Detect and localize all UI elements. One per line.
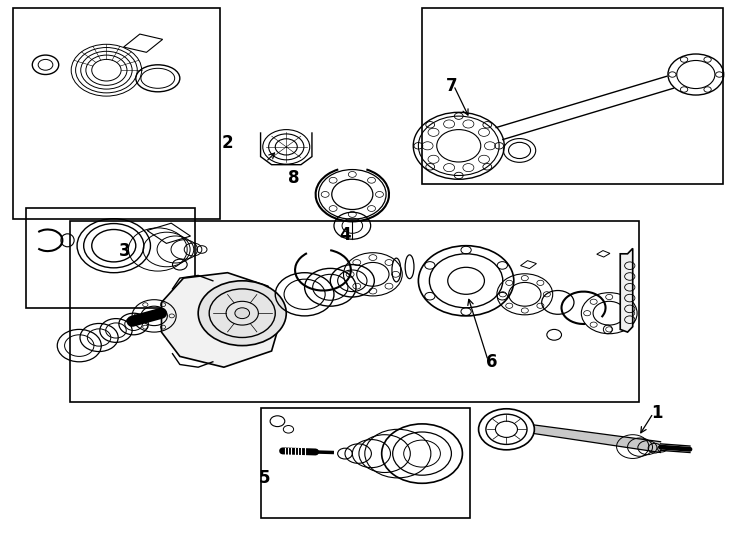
Text: 3: 3 — [119, 242, 131, 260]
Text: 2: 2 — [222, 134, 233, 152]
Circle shape — [198, 281, 286, 346]
Text: 1: 1 — [651, 404, 663, 422]
Polygon shape — [534, 425, 661, 453]
Text: 8: 8 — [288, 169, 299, 187]
Polygon shape — [161, 273, 283, 367]
Text: 7: 7 — [446, 77, 457, 96]
Circle shape — [235, 308, 250, 319]
Text: 6: 6 — [486, 353, 498, 371]
Polygon shape — [620, 248, 633, 332]
Text: 5: 5 — [258, 469, 270, 487]
Text: 4: 4 — [339, 226, 351, 244]
